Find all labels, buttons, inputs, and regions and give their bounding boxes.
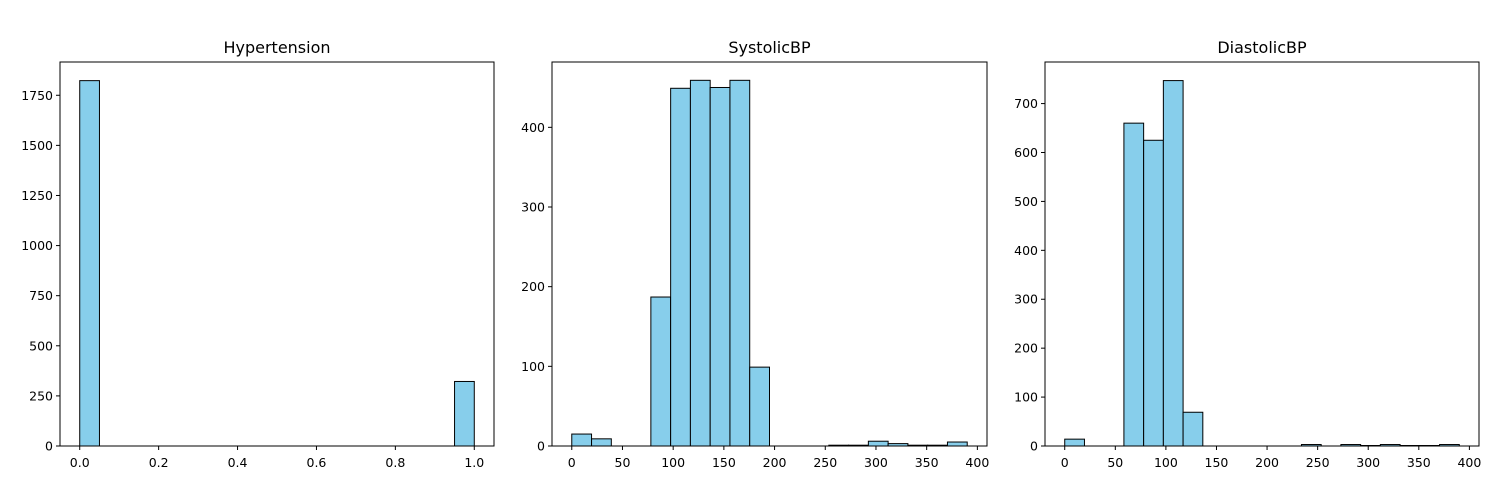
y-tick-label: 500 [1014, 194, 1038, 209]
histogram-bar [1162, 80, 1184, 447]
axes-frame [1044, 61, 1480, 447]
x-tick-label: 250 [813, 455, 837, 470]
histogram-bar [867, 440, 889, 447]
histogram-bar [1143, 139, 1164, 447]
x-tick-label: 150 [712, 455, 736, 470]
x-tick-label: 0.2 [149, 455, 169, 470]
y-tick-label: 600 [1014, 145, 1038, 160]
panel-title: Hypertension [223, 38, 330, 57]
y-tick-label: 200 [1014, 341, 1038, 356]
y-tick-label: 750 [29, 288, 53, 303]
histogram-bar [571, 433, 593, 447]
x-tick-label: 0.0 [70, 455, 90, 470]
x-tick-label: 350 [1407, 455, 1431, 470]
y-tick-label: 100 [521, 359, 545, 374]
y-tick-label: 500 [29, 338, 53, 353]
x-tick-label: 100 [1154, 455, 1178, 470]
histogram-bar [1182, 411, 1204, 447]
panel-title: SystolicBP [728, 38, 811, 57]
x-tick-label: 1.0 [464, 455, 484, 470]
histogram-bar [709, 86, 731, 447]
y-tick-label: 1000 [21, 238, 53, 253]
x-tick-label: 400 [965, 455, 989, 470]
x-tick-label: 0.6 [307, 455, 327, 470]
x-tick-label: 350 [915, 455, 939, 470]
x-tick-label: 0.8 [385, 455, 405, 470]
x-tick-label: 300 [864, 455, 888, 470]
histogram-bar [670, 87, 691, 447]
y-tick-label: 400 [521, 120, 545, 135]
histogram-bar [454, 380, 475, 447]
y-tick-label: 1750 [21, 88, 53, 103]
x-tick-label: 50 [615, 455, 631, 470]
x-tick-label: 100 [661, 455, 685, 470]
y-tick-label: 0 [45, 439, 53, 454]
histogram-bar [689, 79, 711, 447]
histogram-bar [946, 441, 968, 447]
x-tick-label: 400 [1457, 455, 1481, 470]
panel-diastolicbp: DiastolicBP 0 50 100 150 200 250 300 350 400 0 100… [1014, 38, 1481, 470]
y-tick-label: 100 [1014, 390, 1038, 405]
y-tick-label: 700 [1014, 96, 1038, 111]
histogram-bar [650, 296, 672, 447]
y-tick-label: 250 [29, 388, 53, 403]
x-tick-label: 0 [568, 455, 576, 470]
panel-systolicbp: SystolicBP 0 50 100 150 200 250 300 350 400 0 100 2… [521, 38, 989, 470]
histogram-bar [79, 80, 100, 447]
x-tick-label: 50 [1107, 455, 1123, 470]
x-tick-label: 200 [763, 455, 787, 470]
y-tick-label: 200 [521, 279, 545, 294]
y-tick-label: 300 [1014, 292, 1038, 307]
histogram-bar [1064, 438, 1085, 447]
y-tick-label: 0 [537, 439, 545, 454]
x-tick-label: 200 [1255, 455, 1279, 470]
x-tick-label: 0.4 [228, 455, 248, 470]
histogram-bar [729, 79, 751, 447]
y-tick-label: 400 [1014, 243, 1038, 258]
panel-title: DiastolicBP [1217, 38, 1307, 57]
panel-hypertension: Hypertension 0.0 0.2 0.4 0.6 0.8 1.0 0 250 500 75… [21, 38, 495, 470]
y-tick-label: 0 [1030, 439, 1038, 454]
histogram-bar [591, 438, 612, 447]
histogram-bar [749, 366, 770, 447]
x-tick-label: 250 [1306, 455, 1330, 470]
histogram-bar [1123, 122, 1145, 447]
axes-frame [551, 61, 988, 447]
y-tick-label: 1500 [21, 138, 53, 153]
axes-frame [59, 61, 495, 447]
y-tick-label: 1250 [21, 188, 53, 203]
x-tick-label: 150 [1205, 455, 1229, 470]
x-tick-label: 0 [1061, 455, 1069, 470]
y-tick-label: 300 [521, 199, 545, 214]
x-tick-label: 300 [1356, 455, 1380, 470]
